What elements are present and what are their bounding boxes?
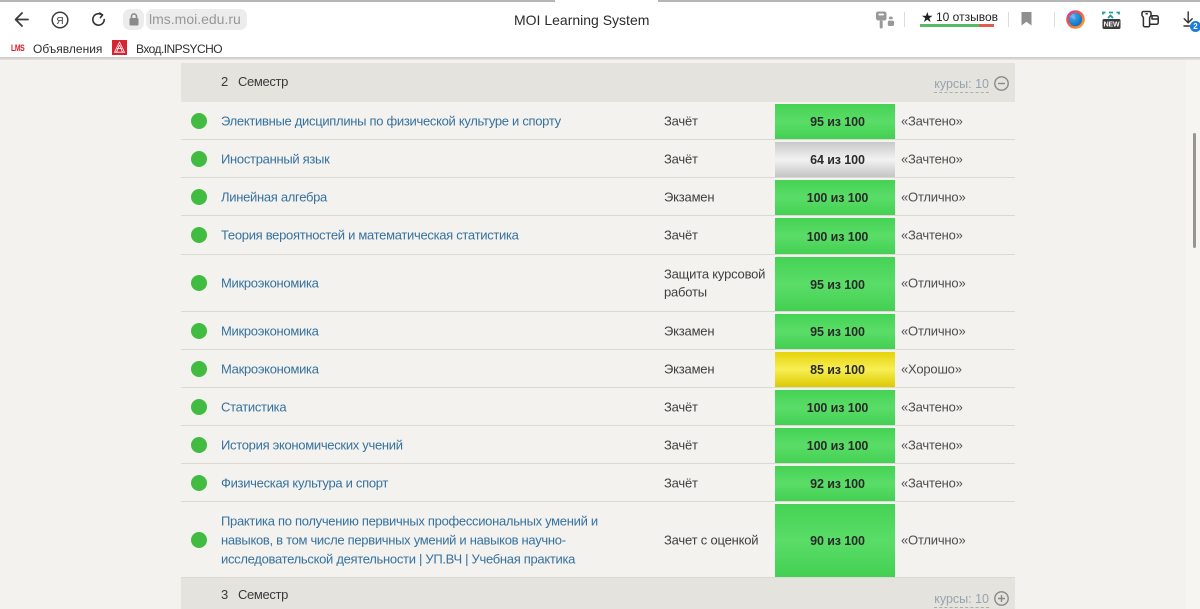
svg-text:NEW: NEW [1104, 22, 1120, 29]
svg-text:Я: Я [56, 16, 63, 27]
